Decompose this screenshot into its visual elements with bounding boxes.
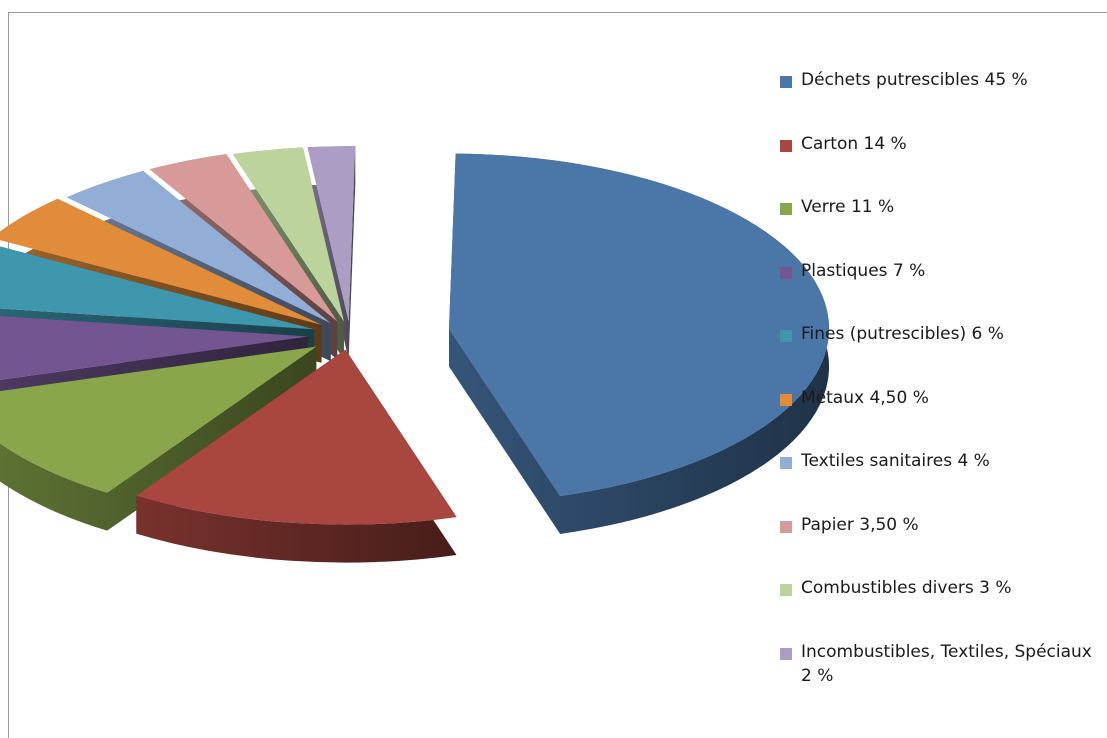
- legend-label: Déchets putrescibles 45 %: [801, 70, 1028, 90]
- legend-swatch: [780, 76, 792, 88]
- pie-slice: [307, 146, 356, 360]
- legend-item: Carton 14 %: [780, 132, 1100, 196]
- legend-label: Textiles sanitaires 4 %: [801, 451, 990, 471]
- pie-slice-top: [0, 346, 317, 493]
- legend-item: Combustibles divers 3 %: [780, 576, 1100, 640]
- legend-label: Incombustibles, Textiles, Spéciaux 2 %: [801, 641, 1092, 686]
- legend-label: Verre 11 %: [801, 197, 895, 217]
- legend-item: Verre 11 %: [780, 195, 1100, 259]
- pie-slice-top: [136, 349, 457, 525]
- legend-label: Fines (putrescibles) 6 %: [801, 324, 1004, 344]
- pie-slice-top: [232, 147, 344, 322]
- legend-swatch: [780, 393, 792, 406]
- legend-label: Carton 14 %: [801, 133, 907, 154]
- legend-label: Papier 3,50 %: [801, 514, 919, 535]
- pie-slice-top: [307, 146, 356, 322]
- legend-swatch: [780, 647, 792, 660]
- legend-item: Déchets putrescibles 45 %: [780, 68, 1100, 132]
- pie-slice-side: [307, 146, 356, 360]
- pie-slices: [0, 146, 830, 563]
- legend-item: Plastiques 7 %: [780, 259, 1100, 323]
- chart-legend: Déchets putrescibles 45 % Carton 14 % Verr…: [780, 68, 1100, 703]
- legend-swatch: [780, 266, 792, 279]
- pie-slice-top: [0, 198, 322, 325]
- pie-slice: [0, 346, 317, 531]
- pie-slice-top: [0, 246, 315, 330]
- pie-slice-top: [149, 154, 338, 322]
- legend-label: Combustibles divers 3 %: [801, 578, 1012, 598]
- pie-slice-top: [66, 171, 331, 324]
- legend-item: Fines (putrescibles) 6 %: [780, 322, 1100, 386]
- legend-swatch: [780, 203, 792, 215]
- pie-slice: [136, 349, 457, 563]
- legend-item: Métaux 4,50 %: [780, 386, 1100, 450]
- legend-label: Métaux 4,50 %: [801, 387, 929, 408]
- legend-item: Textiles sanitaires 4 %: [780, 449, 1100, 513]
- legend-item: Incombustibles, Textiles, Spéciaux 2 %: [780, 640, 1100, 704]
- legend-swatch: [780, 520, 792, 533]
- legend-swatch: [780, 457, 792, 469]
- legend-label: Plastiques 7 %: [801, 260, 926, 281]
- pie-slice: [449, 153, 830, 534]
- legend-swatch: [780, 139, 792, 152]
- legend-swatch: [780, 584, 792, 596]
- pie-slice-top: [0, 316, 309, 380]
- legend-item: Papier 3,50 %: [780, 513, 1100, 577]
- legend-swatch: [780, 330, 792, 342]
- pie-slice-top: [449, 153, 830, 496]
